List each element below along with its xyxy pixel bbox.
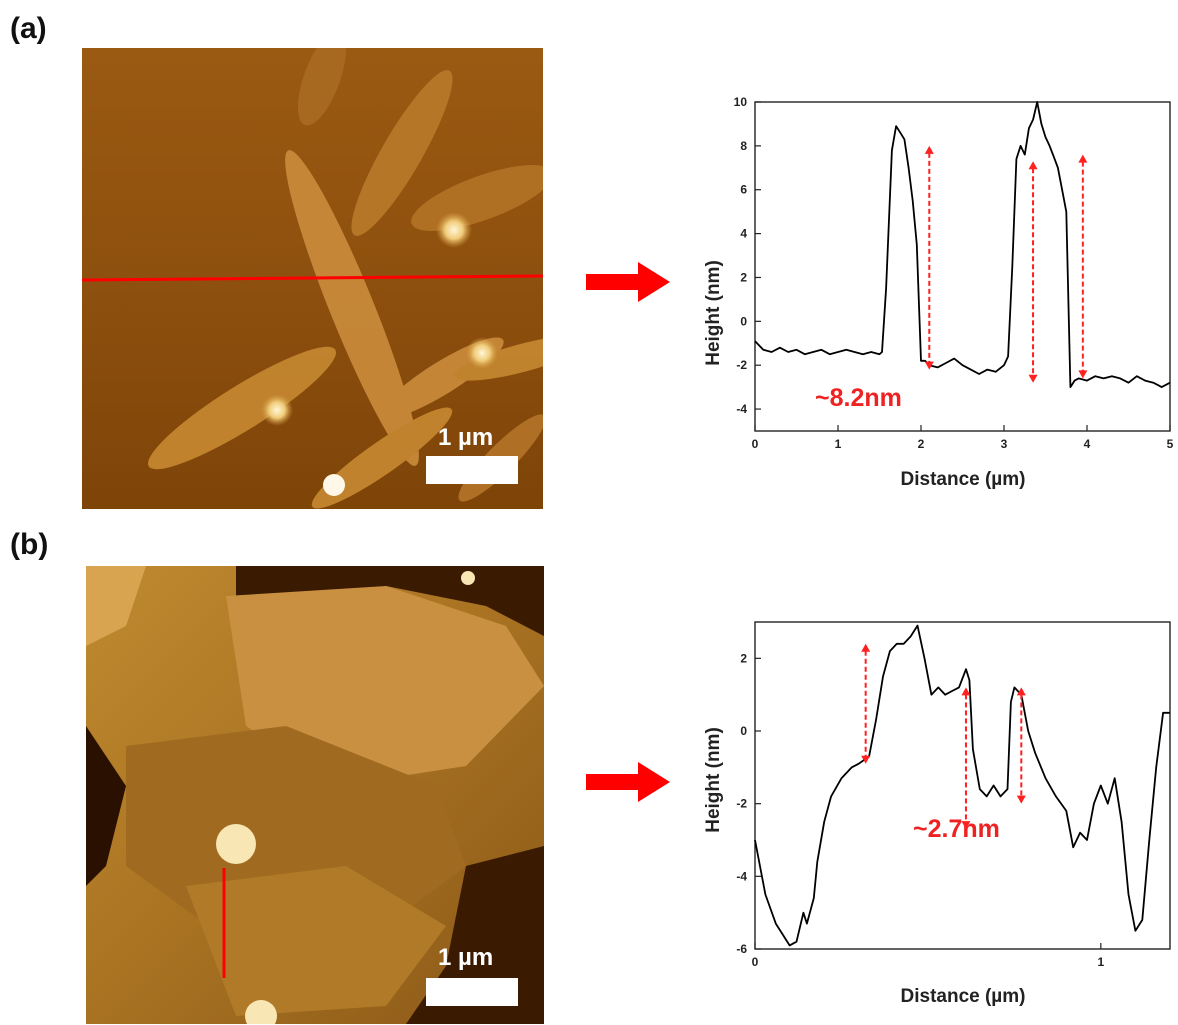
- y-tick-label: 2: [740, 270, 747, 284]
- height-arrow: [1016, 687, 1026, 804]
- y-tick-label: -6: [736, 942, 747, 956]
- panel-label-b: (b): [10, 528, 49, 561]
- height-arrow: [924, 145, 934, 370]
- y-tick-label: 0: [740, 724, 747, 738]
- scale-bar-a: [426, 456, 518, 484]
- afm-image-a: [82, 48, 543, 509]
- y-tick-label: -4: [736, 869, 747, 883]
- scale-bar-label-b: 1 µm: [438, 944, 494, 971]
- height-annotation: ~2.7nm: [913, 815, 1000, 843]
- height-annotation: ~8.2nm: [815, 384, 902, 412]
- height-arrow: [861, 643, 871, 764]
- x-tick-label: 1: [1097, 955, 1104, 969]
- y-tick-label: 10: [734, 95, 748, 109]
- arrow-right-icon: [586, 262, 670, 302]
- x-tick-label: 3: [1001, 437, 1008, 451]
- y-axis-title: Height (nm): [703, 727, 724, 833]
- line-profile-a: [82, 274, 543, 282]
- y-tick-label: -2: [736, 358, 747, 372]
- y-axis-title: Height (nm): [703, 260, 724, 366]
- afm-image-b: [86, 566, 544, 1024]
- profile-line: [754, 101, 1171, 389]
- profile-line: [754, 624, 1170, 947]
- height-profile-chart-a: Height (nm) Distance (µm) ~8.2nm 0 1 2 3 4 5 -…: [703, 95, 1174, 490]
- x-tick-label: 0: [752, 437, 759, 451]
- y-tick-label: 2: [740, 651, 747, 665]
- x-tick-label: 2: [918, 437, 925, 451]
- y-tick-label: -2: [736, 797, 747, 811]
- x-tick-label: 0: [752, 955, 759, 969]
- x-tick-label: 4: [1084, 437, 1091, 451]
- plot-frame: [754, 101, 1171, 432]
- y-tick-label: 8: [740, 139, 747, 153]
- height-profile-chart-b: Height (nm) Distance (µm) ~2.7nm 0 1 -6 -4 -…: [703, 621, 1171, 1007]
- height-arrow: [1078, 154, 1088, 379]
- y-tick-label: 4: [740, 227, 747, 241]
- x-axis-title: Distance (µm): [901, 986, 1026, 1007]
- panel-label-a: (a): [10, 12, 47, 45]
- scale-bar-b: [426, 978, 518, 1006]
- y-tick-label: 0: [740, 314, 747, 328]
- y-tick-label: -4: [736, 402, 747, 416]
- height-arrow: [1028, 161, 1038, 383]
- y-tick-label: 6: [740, 183, 747, 197]
- plot-frame: [754, 621, 1171, 950]
- arrow-right-icon: [586, 762, 670, 802]
- scale-bar-label-a: 1 µm: [438, 424, 494, 451]
- x-axis-title: Distance (µm): [901, 469, 1026, 490]
- x-tick-label: 5: [1167, 437, 1174, 451]
- x-tick-label: 1: [835, 437, 842, 451]
- height-arrow: [961, 687, 971, 830]
